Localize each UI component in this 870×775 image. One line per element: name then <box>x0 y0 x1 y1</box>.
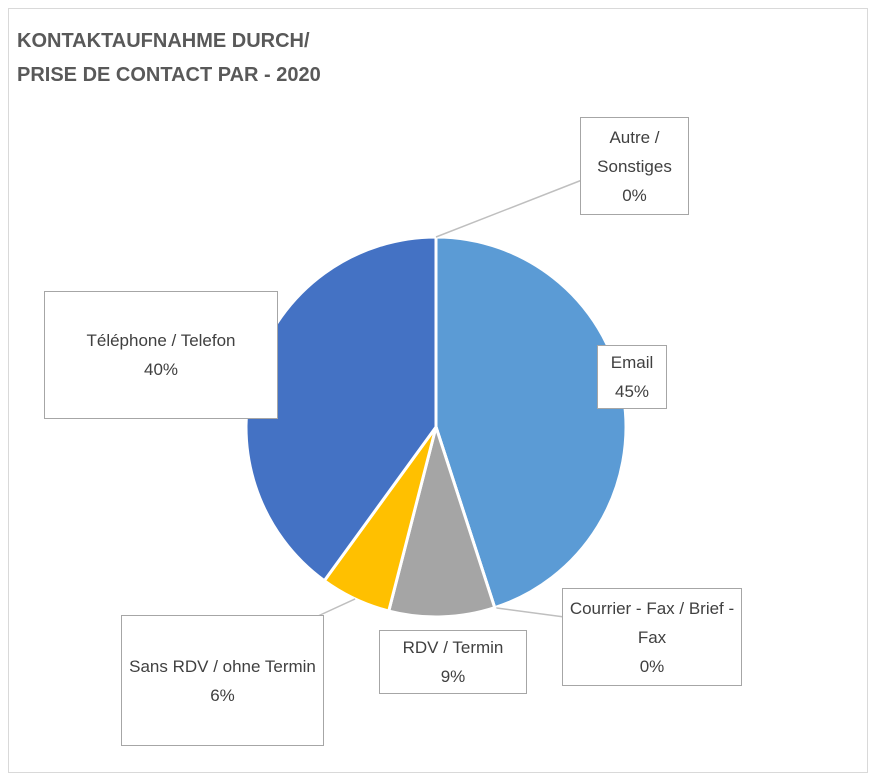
data-label: Sans RDV / ohne Termin 6% <box>121 615 324 746</box>
chart-title: KONTAKTAUFNAHME DURCH/ PRISE DE CONTACT … <box>17 30 321 86</box>
category-name: Email <box>610 353 654 372</box>
value-label: 6% <box>210 685 235 705</box>
chart-frame <box>8 8 868 773</box>
category-name: Sans RDV / ohne Termin <box>129 656 316 676</box>
data-label: RDV / Termin 9% <box>379 630 527 694</box>
leader-line <box>317 598 356 617</box>
data-label: Téléphone / Telefon 40% <box>44 291 278 419</box>
data-label: Courrier - Fax / Brief - Fax 0% <box>562 588 742 686</box>
category-name: Courrier - Fax / Brief - Fax <box>569 598 735 647</box>
leader-line <box>435 179 583 238</box>
value-label: 40% <box>143 360 179 379</box>
category-name: Téléphone / Telefon <box>86 331 236 350</box>
value-label: 0% <box>639 656 665 676</box>
category-name: RDV / Termin <box>402 638 504 657</box>
pie-slice <box>386 421 497 619</box>
value-label: 45% <box>614 382 650 401</box>
category-name: Autre / Sonstiges <box>597 127 672 176</box>
value-label: 9% <box>440 667 466 686</box>
data-label: Email 45% <box>597 345 667 409</box>
value-label: 0% <box>622 185 647 205</box>
data-label: Autre / Sonstiges 0% <box>580 117 689 215</box>
